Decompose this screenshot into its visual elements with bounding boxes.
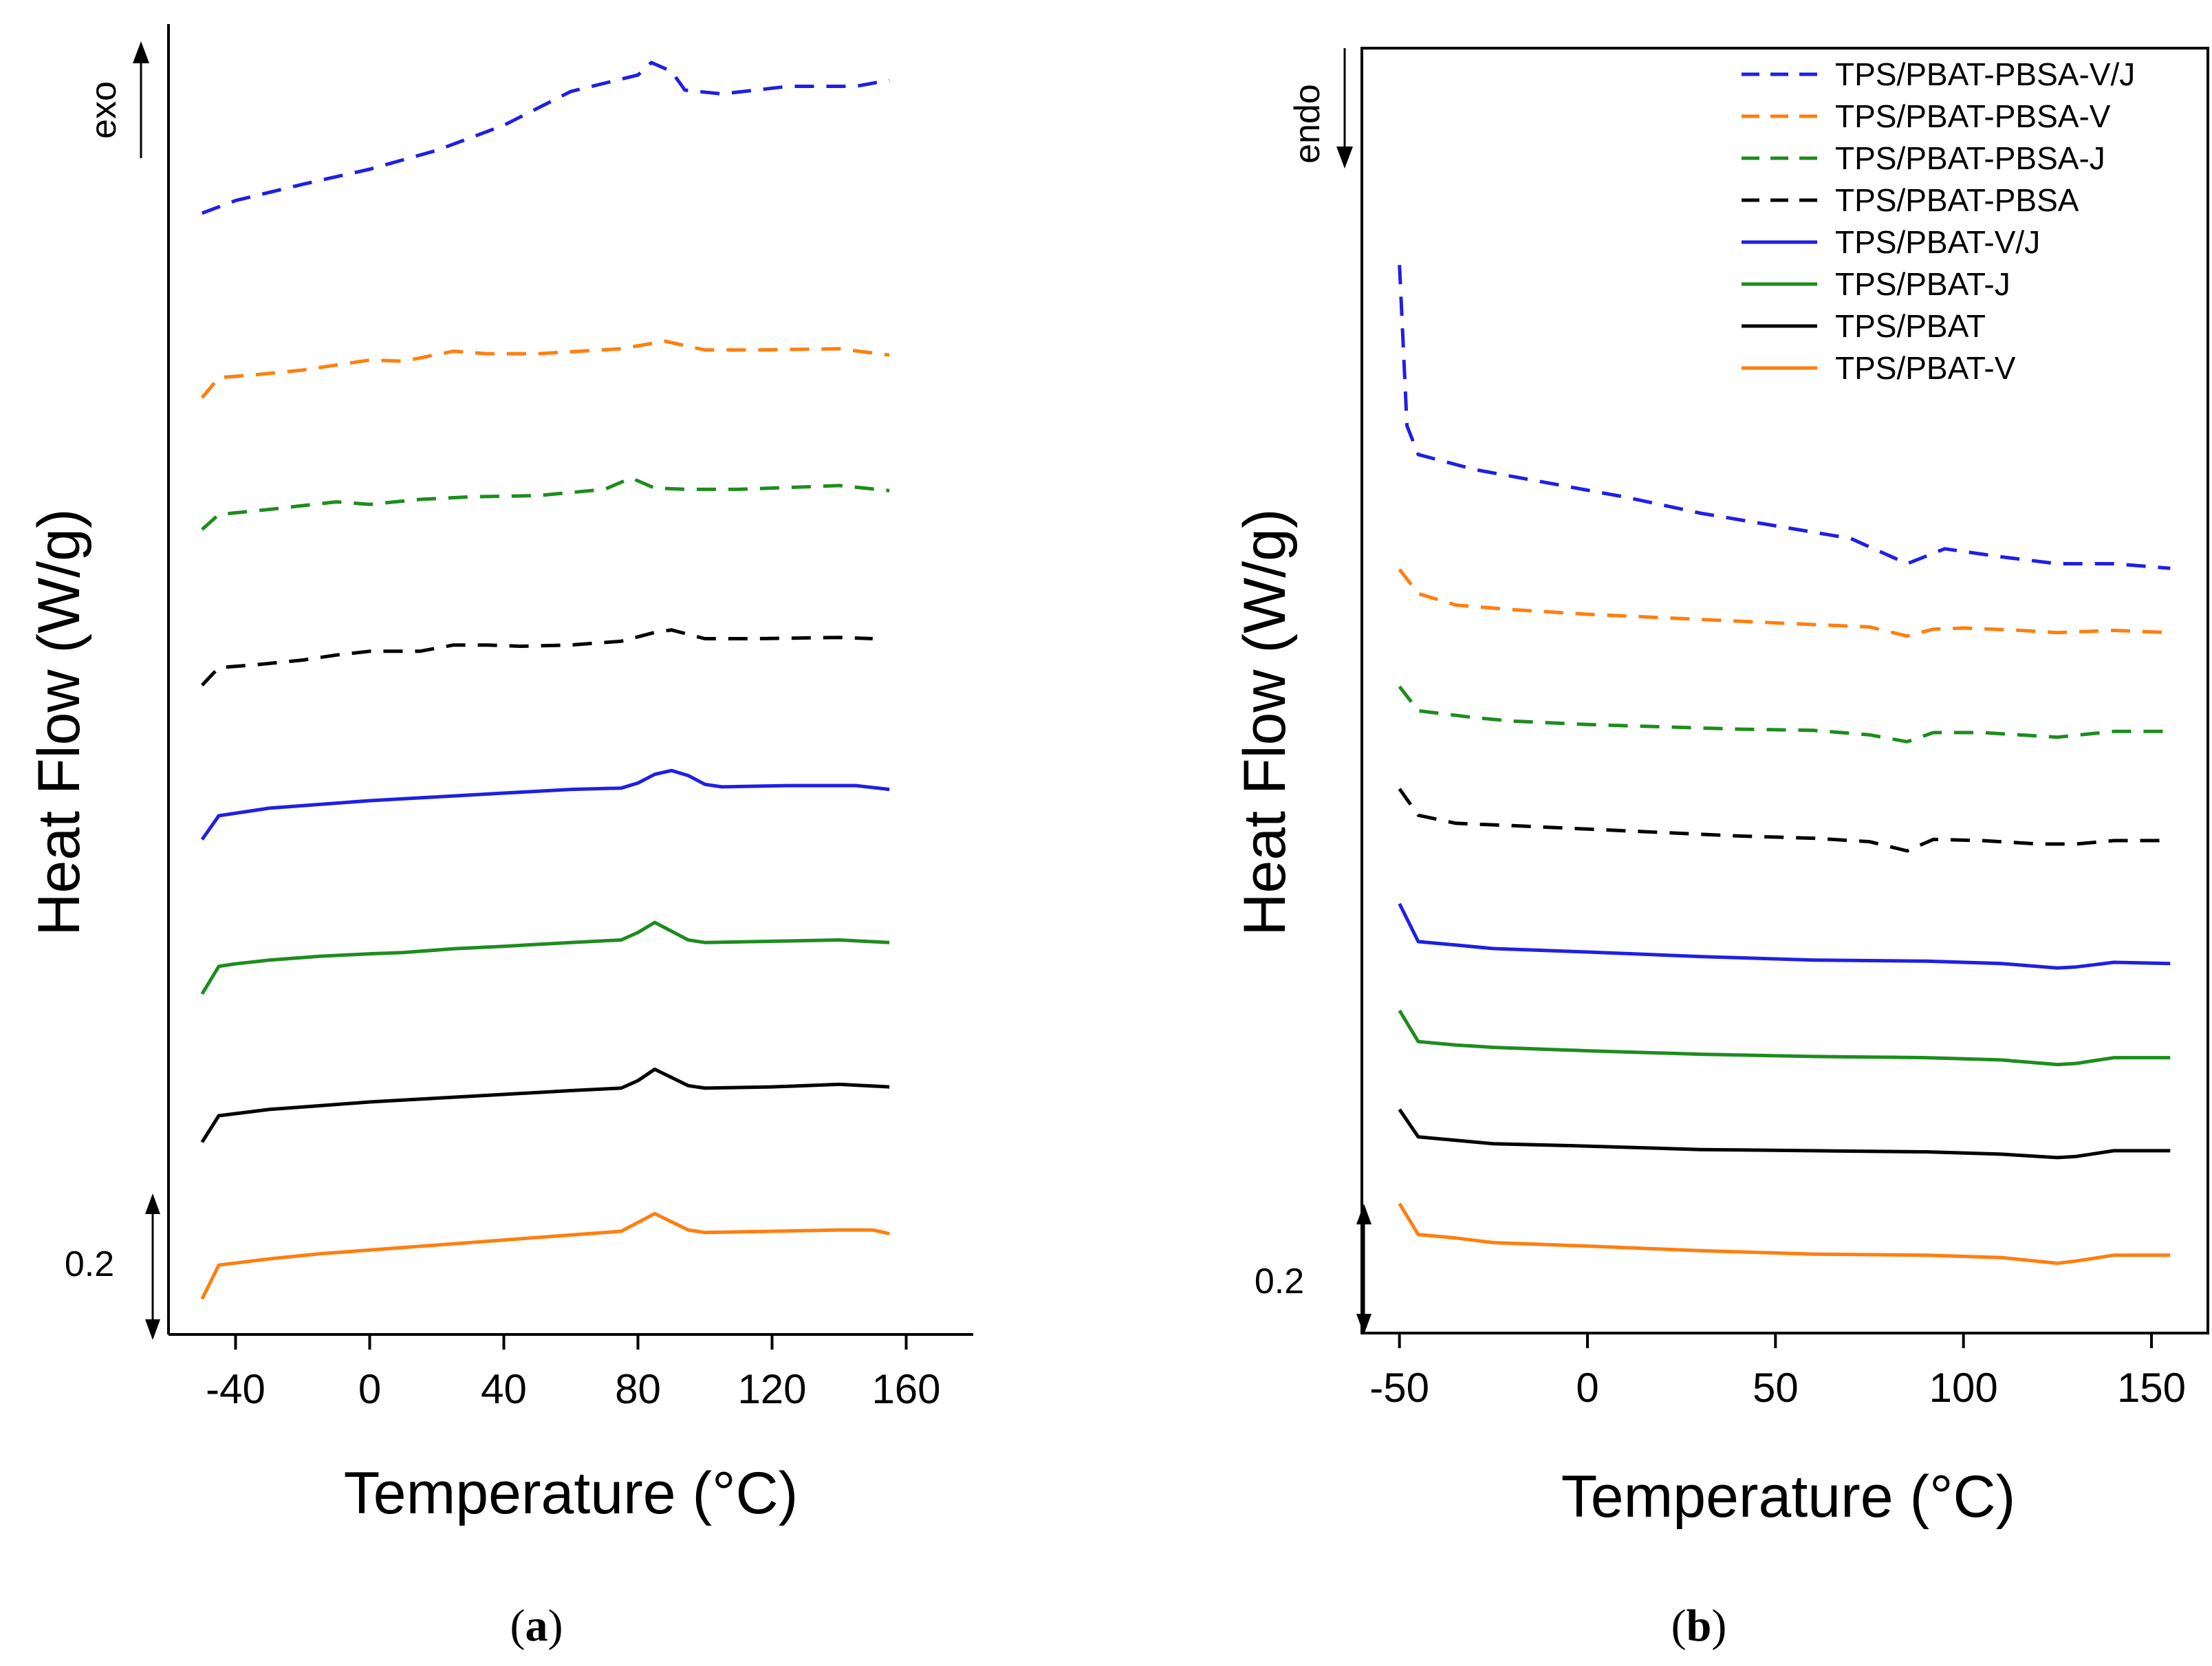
panel-a-direction-label: exo: [84, 81, 124, 139]
panel-a-x-ticks: -40 0 40 80 120 160: [206, 1334, 941, 1412]
panel-b-legend: TPS/PBAT-PBSA-V/J TPS/PBAT-PBSA-V TPS/PBAT…: [1742, 56, 2135, 386]
panel-a-series-tps-pbat-pbsa-v-j-dashed: [201, 61, 890, 215]
legend-label: TPS/PBAT: [1835, 308, 1986, 344]
panel-b-series-group: [1398, 265, 2171, 1265]
legend-label: TPS/PBAT-PBSA-V/J: [1835, 56, 2135, 92]
panel-b-x-tick-label: -50: [1369, 1365, 1429, 1411]
panel-a: -40 0 40 80 120 160 Temperature (°C) Heat Flo…: [26, 24, 973, 1651]
panel-a-series-tps-pbat-pbsa-dashed: [200, 628, 873, 686]
panel-b-x-ticks: -50 0 50 100 150: [1369, 1333, 2186, 1411]
legend-label: TPS/PBAT-J: [1835, 266, 2010, 302]
legend-item-tps-pbat-solid: TPS/PBAT: [1742, 308, 1986, 344]
panel-a-scale-label: 0.2: [65, 1244, 114, 1284]
panel-a-caption-letter: a: [525, 1601, 548, 1651]
panel-a-series-tps-pbat-j-solid: [200, 920, 890, 995]
panel-b-series-tps-pbat-pbsa-v-j-dashed: [1398, 265, 2171, 570]
panel-b-series-tps-pbat-v-j-solid: [1398, 902, 2171, 970]
legend-item-tps-pbat-pbsa-v-j-dashed: TPS/PBAT-PBSA-V/J: [1742, 56, 2135, 92]
panel-b-endo-arrow: endo: [1288, 48, 1353, 169]
panel-a-x-tick-label: 0: [358, 1366, 381, 1412]
panel-b-x-tick-label: 150: [2117, 1365, 2186, 1411]
panel-b-series-tps-pbat-v-solid: [1398, 1202, 2171, 1265]
legend-label: TPS/PBAT-PBSA: [1835, 182, 2079, 218]
panel-b-caption-close: ): [1711, 1601, 1726, 1651]
panel-a-series-tps-pbat-pbsa-v-dashed: [200, 339, 890, 399]
panel-a-y-axis-title: Heat Flow (W/g): [26, 508, 92, 935]
scale-bar-top-head: [145, 1193, 160, 1214]
legend-label: TPS/PBAT-V: [1835, 350, 2016, 386]
panel-a-caption: (a): [510, 1601, 563, 1651]
panel-a-x-tick-label: 80: [615, 1366, 661, 1412]
panel-b-series-tps-pbat-j-solid: [1398, 1009, 2171, 1067]
panel-b-scale-bar: 0.2: [1255, 1204, 1371, 1334]
panel-a-x-tick-label: 40: [481, 1366, 527, 1412]
legend-item-tps-pbat-pbsa-v-dashed: TPS/PBAT-PBSA-V: [1742, 98, 2111, 134]
panel-a-series-tps-pbat-pbsa-j-dashed: [201, 476, 890, 531]
panel-b-series-tps-pbat-pbsa-j-dashed: [1398, 685, 2171, 744]
legend-item-tps-pbat-j-solid: TPS/PBAT-J: [1742, 266, 2010, 302]
panel-a-series-tps-pbat-v-solid: [200, 1211, 890, 1300]
panel-b-caption-open: (: [1671, 1601, 1687, 1651]
panel-b-x-tick-label: 50: [1753, 1365, 1799, 1411]
panel-b-caption: (b): [1671, 1601, 1727, 1651]
panel-a-series-group: [200, 61, 890, 1300]
legend-label: TPS/PBAT-V/J: [1835, 224, 2040, 260]
legend-label: TPS/PBAT-PBSA-V: [1835, 98, 2111, 134]
panel-b-scale-label: 0.2: [1255, 1262, 1304, 1301]
panel-a-exo-arrow: exo: [84, 41, 149, 158]
panel-a-series-tps-pbat-v-j-solid: [200, 768, 890, 841]
panel-b-x-tick-label: 100: [1929, 1365, 1998, 1411]
scale-bar-top-head: [1356, 1204, 1371, 1224]
panel-a-x-axis-title: Temperature (°C): [344, 1460, 798, 1526]
endo-arrow-head: [1336, 147, 1353, 169]
scale-bar-bottom-head: [145, 1319, 160, 1340]
panel-b-series-tps-pbat-solid: [1398, 1108, 2171, 1160]
legend-item-tps-pbat-pbsa-j-dashed: TPS/PBAT-PBSA-J: [1742, 140, 2105, 176]
panel-b-series-tps-pbat-pbsa-v-dashed: [1398, 568, 2171, 638]
scale-bar-bottom-head: [1356, 1314, 1371, 1334]
panel-b-caption-letter: b: [1687, 1601, 1712, 1651]
exo-arrow-head: [133, 41, 149, 63]
legend-item-tps-pbat-v-solid: TPS/PBAT-V: [1742, 350, 2016, 386]
legend-item-tps-pbat-v-j-solid: TPS/PBAT-V/J: [1742, 224, 2040, 260]
panel-b-y-axis-title: Heat Flow (W/g): [1232, 508, 1298, 935]
panel-a-x-tick-label: -40: [206, 1366, 265, 1412]
panel-a-series-tps-pbat-solid: [200, 1068, 890, 1143]
panel-b: -50 0 50 100 150 Temperature (°C) Heat Flow …: [1232, 47, 2209, 1651]
panel-b-x-axis-title: Temperature (°C): [1561, 1464, 2015, 1530]
panel-a-scale-bar: 0.2: [65, 1193, 160, 1340]
legend-label: TPS/PBAT-PBSA-J: [1835, 140, 2105, 176]
panel-b-frame: [1360, 47, 2209, 1334]
panel-a-x-tick-label: 120: [737, 1366, 806, 1412]
panel-b-direction-label: endo: [1288, 84, 1327, 164]
panel-a-caption-open: (: [510, 1601, 525, 1651]
panel-b-series-tps-pbat-pbsa-dashed: [1398, 788, 2171, 853]
panel-a-caption-close: ): [548, 1601, 563, 1651]
panel-a-x-tick-label: 160: [871, 1366, 940, 1412]
legend-item-tps-pbat-pbsa-dashed: TPS/PBAT-PBSA: [1742, 182, 2079, 218]
panel-b-x-tick-label: 0: [1576, 1365, 1598, 1411]
